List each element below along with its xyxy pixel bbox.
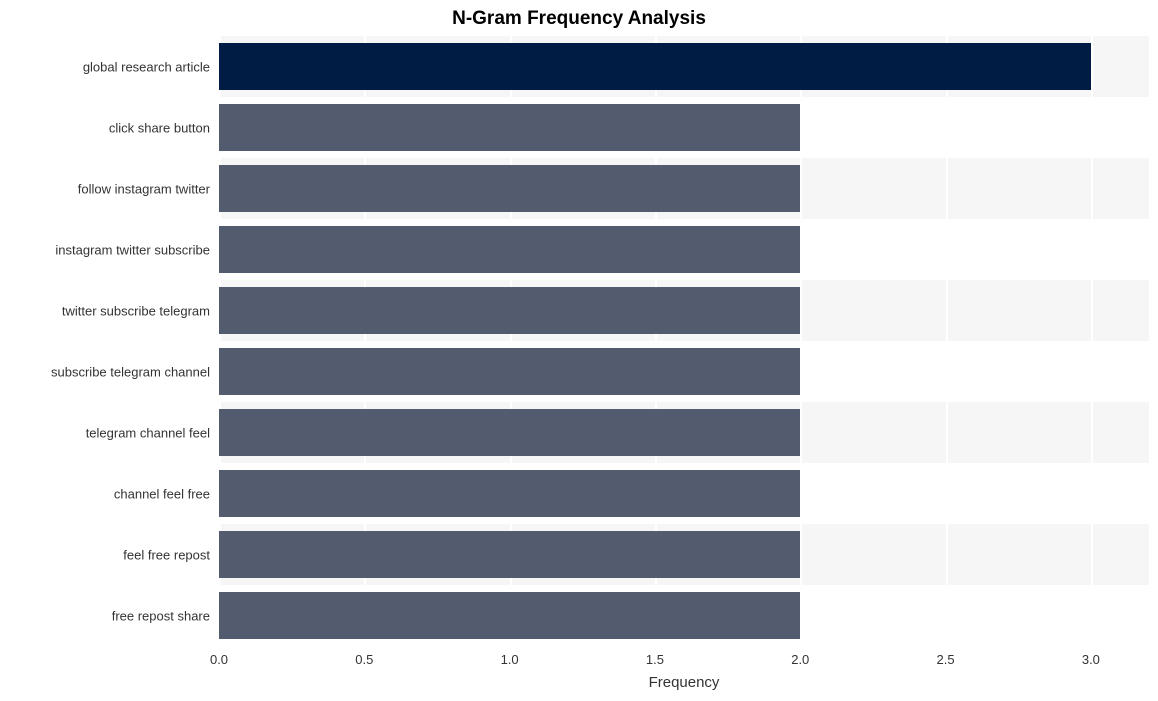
plot-area <box>219 36 1149 646</box>
x-tick-label: 1.0 <box>501 652 519 667</box>
y-tick-label: twitter subscribe telegram <box>62 303 210 318</box>
x-tick-label: 3.0 <box>1082 652 1100 667</box>
bar <box>219 43 1091 90</box>
x-tick-label: 2.0 <box>791 652 809 667</box>
chart-title: N-Gram Frequency Analysis <box>0 8 1158 30</box>
gridline <box>946 36 948 646</box>
bar <box>219 165 800 212</box>
y-tick-label: telegram channel feel <box>86 425 210 440</box>
x-tick-label: 0.0 <box>210 652 228 667</box>
bar <box>219 348 800 395</box>
bar <box>219 104 800 151</box>
bar <box>219 287 800 334</box>
y-tick-label: follow instagram twitter <box>78 181 210 196</box>
gridline <box>800 36 802 646</box>
y-tick-label: global research article <box>83 59 210 74</box>
y-tick-label: free repost share <box>112 608 210 623</box>
bar <box>219 409 800 456</box>
y-tick-label: feel free repost <box>123 547 210 562</box>
y-tick-label: click share button <box>109 120 210 135</box>
x-tick-label: 0.5 <box>355 652 373 667</box>
x-tick-label: 2.5 <box>937 652 955 667</box>
bar <box>219 592 800 639</box>
x-tick-label: 1.5 <box>646 652 664 667</box>
gridline <box>1091 36 1093 646</box>
y-tick-label: instagram twitter subscribe <box>55 242 210 257</box>
chart-container: N-Gram Frequency Analysis global researc… <box>0 0 1158 701</box>
x-axis-label: Frequency <box>219 674 1149 691</box>
y-tick-label: subscribe telegram channel <box>51 364 210 379</box>
bar <box>219 470 800 517</box>
y-tick-label: channel feel free <box>114 486 210 501</box>
bar <box>219 531 800 578</box>
bar <box>219 226 800 273</box>
